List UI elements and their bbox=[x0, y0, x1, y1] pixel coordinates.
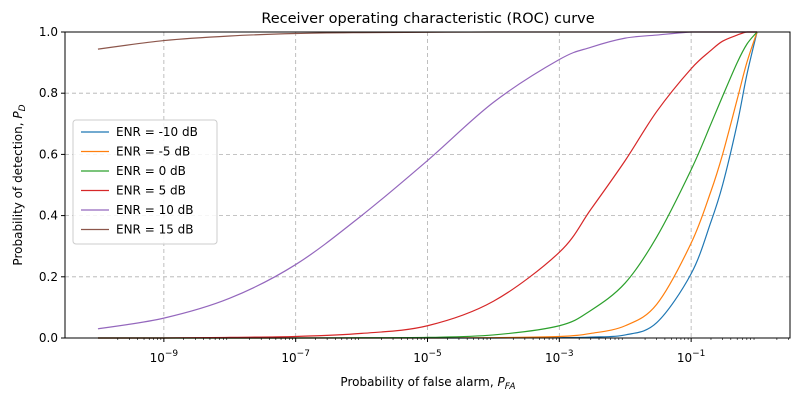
x-tick-base: 10 bbox=[413, 351, 428, 365]
x-axis-label-subscript: FA bbox=[505, 382, 516, 392]
x-tick-exponent: −5 bbox=[429, 349, 442, 359]
x-tick-label: 10−5 bbox=[413, 349, 442, 365]
x-tick-exponent: −9 bbox=[165, 349, 179, 359]
y-tick-label: 1.0 bbox=[39, 25, 58, 39]
series-line-3 bbox=[97, 31, 758, 339]
x-tick-base: 10 bbox=[545, 351, 560, 365]
x-tick-base: 10 bbox=[150, 351, 165, 365]
x-tick-base: 10 bbox=[677, 351, 692, 365]
x-tick-label: 10−1 bbox=[677, 349, 706, 365]
y-tick-label: 0.2 bbox=[39, 270, 58, 284]
y-axis-label-subscript: D bbox=[18, 104, 28, 111]
x-tick-exponent: −7 bbox=[297, 349, 310, 359]
y-axis-label-symbol: P bbox=[11, 111, 25, 119]
legend-label-1: ENR = -5 dB bbox=[116, 145, 190, 159]
x-axis-label-text: Probability of false alarm, bbox=[340, 375, 497, 389]
y-tick-label: 0.8 bbox=[39, 86, 58, 100]
legend: ENR = -10 dB ENR = -5 dB ENR = 0 dB ENR = 5… bbox=[72, 119, 218, 245]
legend-label-2: ENR = 0 dB bbox=[116, 164, 186, 178]
x-tick-base: 10 bbox=[281, 351, 296, 365]
legend-label-4: ENR = 10 dB bbox=[116, 203, 194, 217]
x-axis-ticks: 10−9 10−7 10−5 10−3 10−1 bbox=[117, 338, 789, 365]
y-tick-label: 0.6 bbox=[39, 147, 58, 161]
x-tick-label: 10−7 bbox=[281, 349, 310, 365]
x-tick-label: 10−9 bbox=[150, 349, 179, 365]
y-axis-label-text: Probability of detection, bbox=[11, 119, 25, 266]
legend-label-0: ENR = -10 dB bbox=[116, 125, 198, 139]
y-axis-label: Probability of detection, PD bbox=[11, 104, 28, 265]
legend-label-3: ENR = 5 dB bbox=[116, 184, 186, 198]
y-tick-label: 0.0 bbox=[39, 331, 58, 345]
legend-label-5: ENR = 15 dB bbox=[116, 223, 194, 237]
y-axis-ticks: 0.0 0.2 0.4 0.6 0.8 1.0 bbox=[39, 25, 65, 345]
x-axis-label: Probability of false alarm, PFA bbox=[340, 375, 515, 392]
x-tick-label: 10−3 bbox=[545, 349, 574, 365]
y-tick-label: 0.4 bbox=[39, 209, 58, 223]
x-axis-label-symbol: P bbox=[498, 375, 506, 389]
chart-title: Receiver operating characteristic (ROC) … bbox=[261, 11, 594, 27]
x-tick-exponent: −3 bbox=[560, 349, 573, 359]
x-tick-exponent: −1 bbox=[692, 349, 705, 359]
